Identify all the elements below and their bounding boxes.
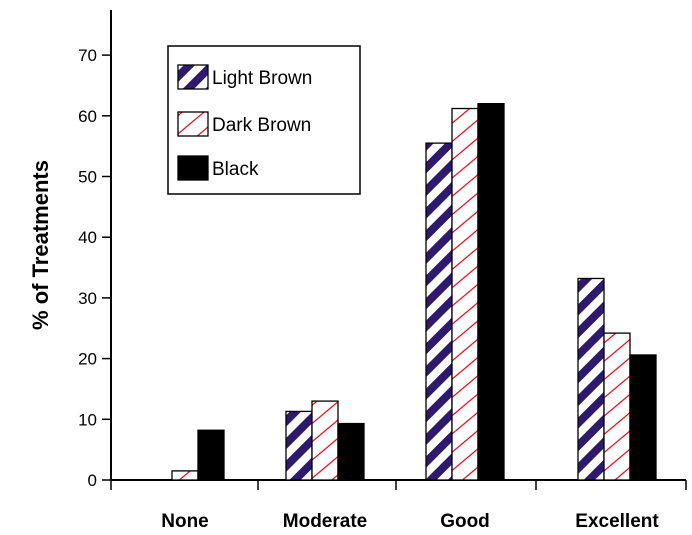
y-tick-label: 60 xyxy=(78,107,97,126)
legend-swatch-light-brown xyxy=(177,64,209,90)
legend: Light Brown Dark Brown Black xyxy=(167,45,361,195)
bar-light-brown xyxy=(577,277,605,481)
y-tick-label: 30 xyxy=(78,289,97,308)
bar-light-brown xyxy=(425,142,453,481)
legend-label: Dark Brown xyxy=(212,115,311,136)
y-tick-label: 40 xyxy=(78,228,97,247)
y-tick-label: 10 xyxy=(78,410,97,429)
legend-label: Light Brown xyxy=(212,68,312,89)
legend-swatch-dark-brown xyxy=(177,111,209,137)
bar-light-brown xyxy=(285,410,313,481)
bar-black xyxy=(629,354,657,481)
x-tick-label: None xyxy=(161,511,209,532)
bar-black xyxy=(477,103,505,481)
bar-dark-brown xyxy=(311,400,339,481)
bars-group xyxy=(171,103,657,481)
x-axis: None Moderate Good Excellent xyxy=(110,479,687,532)
x-tick-label: Moderate xyxy=(283,511,367,532)
y-tick-label: 70 xyxy=(78,46,97,65)
bar-black xyxy=(197,429,225,481)
y-tick-label: 0 xyxy=(88,471,97,490)
x-tick-label: Excellent xyxy=(575,511,659,532)
bar-dark-brown xyxy=(451,107,479,481)
bar-black xyxy=(337,422,365,481)
bar-dark-brown xyxy=(171,470,199,481)
y-tick-label: 50 xyxy=(78,168,97,187)
legend-swatch-black xyxy=(177,155,209,181)
y-axis-title: % of Treatments xyxy=(28,160,53,330)
legend-label: Black xyxy=(212,159,259,180)
bar-dark-brown xyxy=(603,332,631,481)
x-tick-label: Good xyxy=(440,511,490,532)
y-axis: 0 10 20 30 40 50 60 70 xyxy=(78,10,112,490)
y-tick-label: 20 xyxy=(78,350,97,369)
